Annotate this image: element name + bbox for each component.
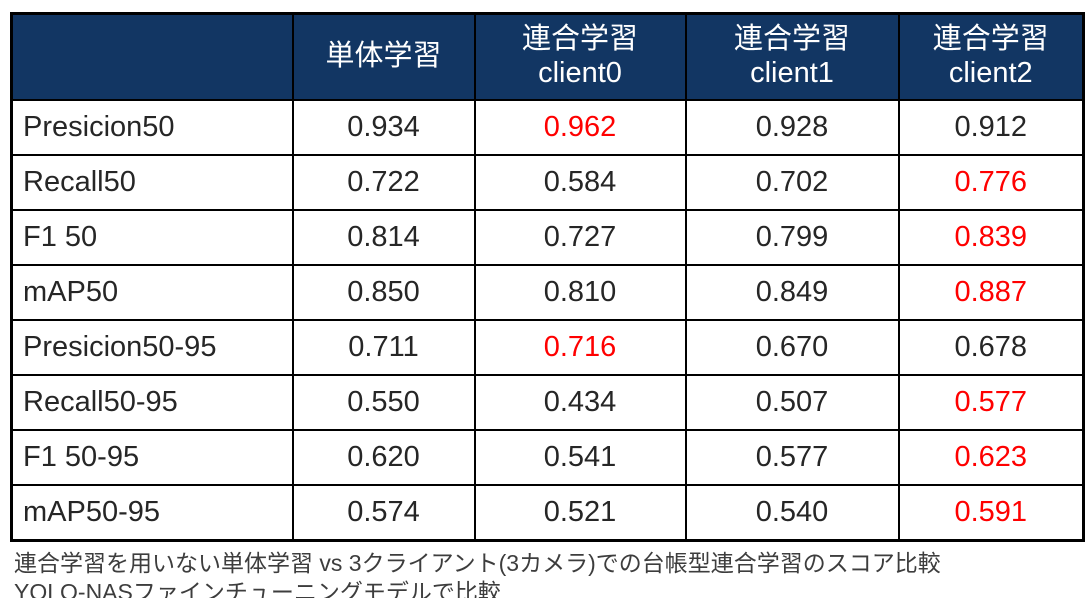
header-blank-cell bbox=[10, 12, 294, 101]
metric-value: 0.776 bbox=[897, 154, 1085, 211]
metric-value: 0.799 bbox=[684, 209, 900, 266]
metric-value: 0.887 bbox=[897, 264, 1085, 321]
metric-label: Presicion50-95 bbox=[10, 319, 294, 376]
metric-value: 0.678 bbox=[897, 319, 1085, 376]
table-row: Presicion50 0.934 0.962 0.928 0.912 bbox=[10, 99, 1085, 156]
metric-label: F1 50 bbox=[10, 209, 294, 266]
table-row: Recall50 0.722 0.584 0.702 0.776 bbox=[10, 154, 1085, 211]
metric-value: 0.810 bbox=[473, 264, 687, 321]
caption-line-2: YOLO-NASファインチューニングモデルで比較 bbox=[14, 579, 501, 598]
table-row: mAP50-95 0.574 0.521 0.540 0.591 bbox=[10, 484, 1085, 542]
table-row: F1 50 0.814 0.727 0.799 0.839 bbox=[10, 209, 1085, 266]
metric-value: 0.716 bbox=[473, 319, 687, 376]
metric-label: mAP50 bbox=[10, 264, 294, 321]
caption-line-1: 連合学習を用いない単体学習 vs 3クライアント(3カメラ)での台帳型連合学習の… bbox=[14, 550, 941, 576]
header-line2: client1 bbox=[750, 57, 834, 89]
header-line1: 連合学習 bbox=[521, 23, 638, 56]
metric-value: 0.521 bbox=[473, 484, 687, 542]
table-caption: 連合学習を用いない単体学習 vs 3クライアント(3カメラ)での台帳型連合学習の… bbox=[14, 549, 1082, 598]
table-row: F1 50-95 0.620 0.541 0.577 0.623 bbox=[10, 429, 1085, 486]
metric-value: 0.574 bbox=[291, 484, 476, 542]
metric-value: 0.722 bbox=[291, 154, 476, 211]
metric-value: 0.577 bbox=[897, 374, 1085, 431]
metric-label: Recall50 bbox=[10, 154, 294, 211]
header-line2: client0 bbox=[538, 57, 622, 89]
metric-value: 0.711 bbox=[291, 319, 476, 376]
table-row: Presicion50-95 0.711 0.716 0.670 0.678 bbox=[10, 319, 1085, 376]
header-federated-client1: 連合学習 client1 bbox=[684, 12, 900, 101]
header-federated-client0: 連合学習 client0 bbox=[473, 12, 687, 101]
metric-value: 0.934 bbox=[291, 99, 476, 156]
metric-value: 0.670 bbox=[684, 319, 900, 376]
metric-value: 0.850 bbox=[291, 264, 476, 321]
score-comparison-table: 単体学習 連合学習 client0 連合学習 client1 連合学習 client2… bbox=[10, 12, 1085, 542]
metric-value: 0.814 bbox=[291, 209, 476, 266]
metric-value: 0.962 bbox=[473, 99, 687, 156]
metric-value: 0.541 bbox=[473, 429, 687, 486]
metric-value: 0.849 bbox=[684, 264, 900, 321]
metric-label: mAP50-95 bbox=[10, 484, 294, 542]
header-federated-client2: 連合学習 client2 bbox=[897, 12, 1085, 101]
metric-value: 0.584 bbox=[473, 154, 687, 211]
metric-value: 0.839 bbox=[897, 209, 1085, 266]
metric-value: 0.507 bbox=[684, 374, 900, 431]
metric-value: 0.727 bbox=[473, 209, 687, 266]
metric-value: 0.550 bbox=[291, 374, 476, 431]
metric-label: Recall50-95 bbox=[10, 374, 294, 431]
metric-value: 0.591 bbox=[897, 484, 1085, 542]
metric-value: 0.912 bbox=[897, 99, 1085, 156]
header-standalone: 単体学習 bbox=[291, 12, 476, 101]
metric-label: F1 50-95 bbox=[10, 429, 294, 486]
metric-value: 0.702 bbox=[684, 154, 900, 211]
metric-value: 0.577 bbox=[684, 429, 900, 486]
metric-value: 0.623 bbox=[897, 429, 1085, 486]
metric-label: Presicion50 bbox=[10, 99, 294, 156]
metric-value: 0.928 bbox=[684, 99, 900, 156]
header-line1: 連合学習 bbox=[733, 23, 850, 56]
table-row: Recall50-95 0.550 0.434 0.507 0.577 bbox=[10, 374, 1085, 431]
header-line2: client2 bbox=[948, 57, 1033, 89]
metric-value: 0.540 bbox=[684, 484, 900, 542]
metric-value: 0.620 bbox=[291, 429, 476, 486]
table-header-row: 単体学習 連合学習 client0 連合学習 client1 連合学習 client2 bbox=[10, 12, 1085, 101]
header-line1: 連合学習 bbox=[932, 23, 1049, 56]
metric-value: 0.434 bbox=[473, 374, 687, 431]
table-row: mAP50 0.850 0.810 0.849 0.887 bbox=[10, 264, 1085, 321]
